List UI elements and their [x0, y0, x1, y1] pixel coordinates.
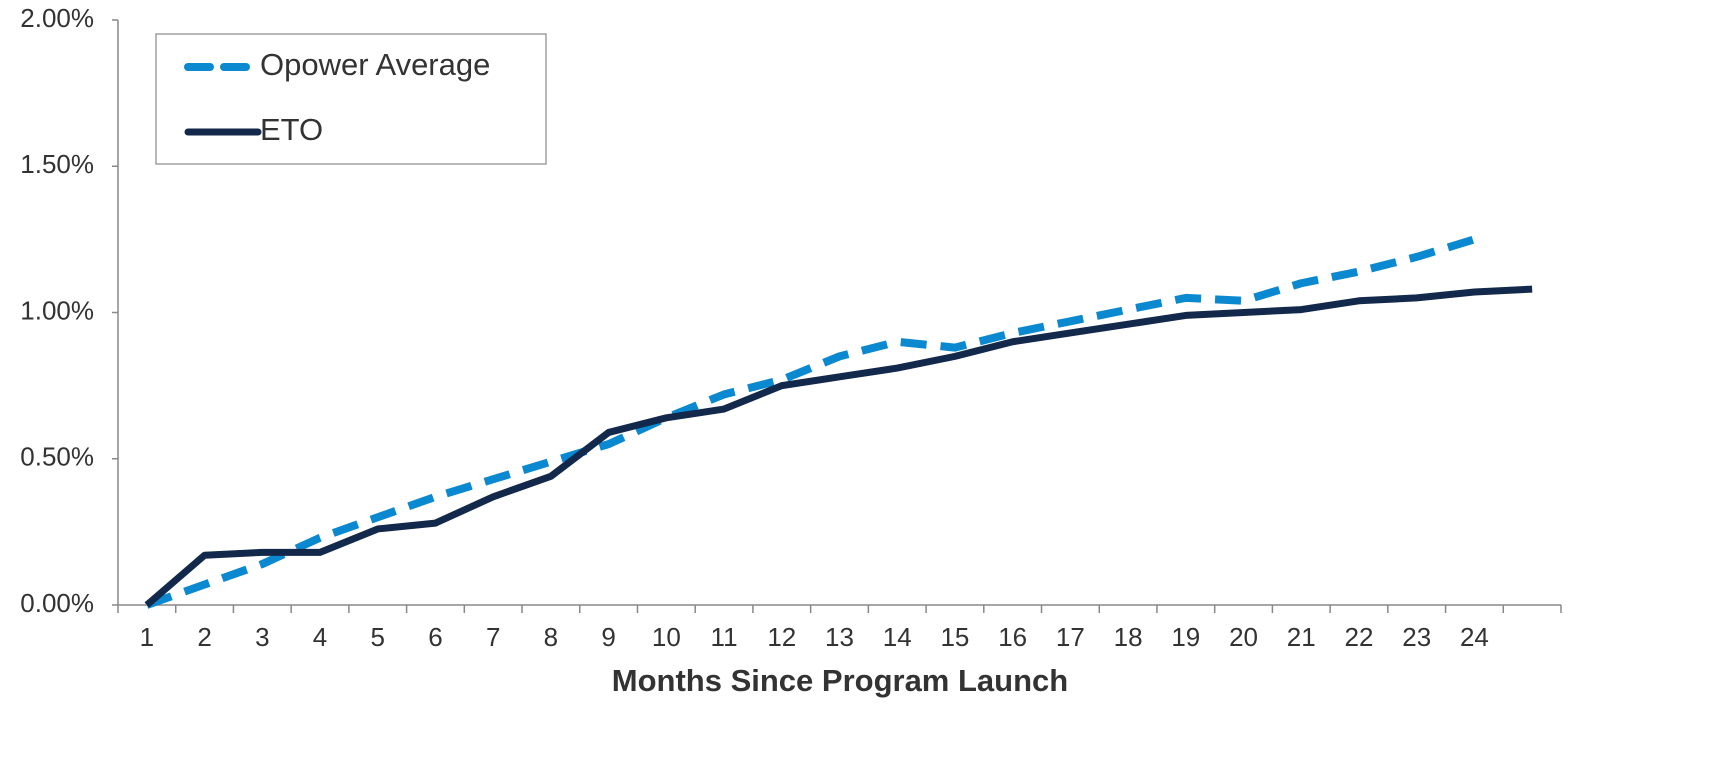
y-tick-label: 0.00% [20, 588, 94, 618]
x-tick-label: 3 [255, 622, 269, 652]
x-tick-label: 2 [197, 622, 211, 652]
x-tick-label: 21 [1287, 622, 1316, 652]
legend-label: Opower Average [260, 47, 490, 82]
x-tick-label: 8 [544, 622, 558, 652]
x-tick-label: 4 [313, 622, 327, 652]
x-tick-label: 9 [601, 622, 615, 652]
x-tick-label: 17 [1056, 622, 1085, 652]
legend-box [155, 33, 547, 165]
x-tick-label: 6 [428, 622, 442, 652]
x-tick-label: 20 [1229, 622, 1258, 652]
x-tick-label: 22 [1345, 622, 1374, 652]
x-tick-label: 18 [1114, 622, 1143, 652]
line-series [145, 235, 1476, 609]
x-tick-label: 5 [371, 622, 385, 652]
x-tick-label: 7 [486, 622, 500, 652]
y-tick-label: 1.50% [20, 149, 94, 179]
x-tick-label: 11 [711, 622, 738, 652]
line-series [144, 285, 1533, 608]
x-tick-label: 10 [652, 622, 681, 652]
x-tick-label: 13 [825, 622, 854, 652]
x-tick-label: 24 [1460, 622, 1489, 652]
legend-label: ETO [260, 112, 323, 147]
x-tick-label: 12 [767, 622, 796, 652]
x-tick-label: 14 [883, 622, 912, 652]
x-tick-label: 15 [940, 622, 969, 652]
x-axis-label: Months Since Program Launch [612, 663, 1068, 698]
y-tick-label: 2.00% [20, 3, 94, 33]
x-tick-label: 23 [1402, 622, 1431, 652]
x-tick-label: 16 [998, 622, 1027, 652]
x-tick-label: 1 [140, 622, 154, 652]
y-tick-label: 1.00% [20, 295, 94, 325]
x-tick-label: 19 [1171, 622, 1200, 652]
y-tick-label: 0.50% [20, 442, 94, 472]
